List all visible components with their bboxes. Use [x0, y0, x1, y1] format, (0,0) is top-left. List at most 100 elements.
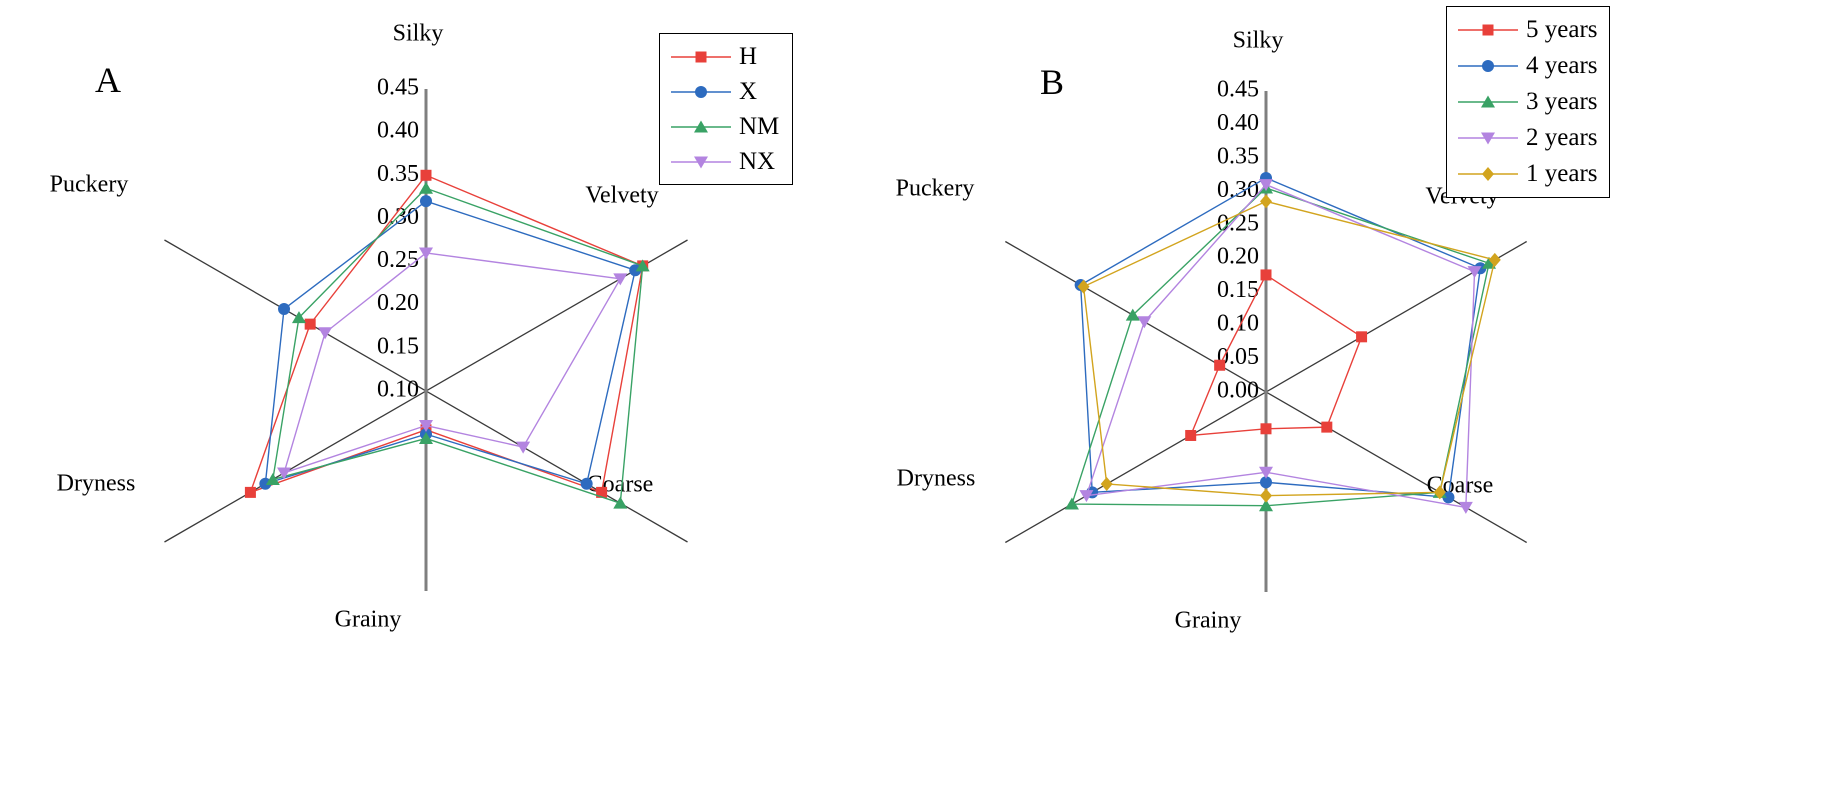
legend-panel-b: 5 years 4 years 3 years 2 years 1 years	[1446, 6, 1610, 198]
series-2-years-marker-dryness	[1079, 490, 1094, 503]
tick-label: 0.40	[377, 118, 419, 144]
series-5-years-marker-puckery	[1214, 359, 1226, 371]
legend-swatch	[671, 85, 731, 98]
tick-label: 0.20	[377, 290, 419, 316]
tick-label: 0.10	[377, 377, 419, 403]
series-3-years-marker-dryness	[1064, 497, 1079, 510]
legend-marker-square	[695, 51, 707, 62]
series-2-years-marker-grainy	[1259, 466, 1273, 479]
axis-label-grainy: Grainy	[1175, 608, 1242, 634]
legend-swatch	[1458, 132, 1518, 145]
legend-item-1-years: 1 years	[1457, 156, 1599, 192]
series-5-years-marker-grainy	[1260, 423, 1272, 435]
series-5-years-marker-silky	[1260, 269, 1272, 281]
series-nm-marker-velvety	[635, 259, 650, 272]
legend-item-5-years: 5 years	[1457, 12, 1599, 48]
legend-item-label: NX	[739, 147, 776, 175]
series-2-years-line	[1085, 183, 1476, 509]
axis-label-velvety: Velvety	[585, 183, 658, 209]
tick-label: 0.35	[1217, 143, 1259, 169]
series-h-marker-silky	[420, 169, 432, 181]
series-nm-marker-silky	[419, 181, 433, 194]
series-nm-marker-grainy	[419, 431, 433, 444]
series-nm-marker-puckery	[291, 311, 306, 324]
series-1-years-marker-silky	[1260, 194, 1272, 209]
series-4-years-marker-grainy	[1260, 476, 1272, 489]
legend-item-label: 4 years	[1526, 52, 1598, 79]
series-2-years-marker-silky	[1259, 179, 1273, 192]
legend-item-h: H	[670, 39, 782, 74]
legend-item-4-years: 4 years	[1457, 48, 1599, 84]
legend-swatch	[1458, 60, 1518, 72]
series-1-years-marker-coarse	[1433, 485, 1446, 500]
series-h-marker-puckery	[304, 318, 316, 330]
series-3-years-marker-grainy	[1259, 499, 1273, 512]
legend-swatch	[1458, 24, 1518, 36]
series-5-years-marker-coarse	[1321, 421, 1333, 433]
legend-marker-circle	[1482, 60, 1494, 72]
series-2-years-marker-puckery	[1137, 316, 1152, 329]
series-1-years-marker-grainy	[1260, 488, 1272, 503]
legend-swatch	[671, 51, 731, 62]
series-1-years-marker-puckery	[1077, 279, 1090, 294]
axis-label-dryness: Dryness	[57, 471, 136, 497]
legend-marker-triangle-down	[694, 156, 708, 168]
legend-marker-triangle-up	[1481, 95, 1495, 108]
legend-marker-circle	[695, 85, 707, 98]
series-nx-marker-dryness	[277, 467, 292, 480]
axis-label-silky: Silky	[1233, 28, 1284, 54]
series-3-years-marker-puckery	[1125, 308, 1140, 321]
legend-item-nm: NM	[670, 109, 782, 144]
series-5-years-marker-velvety	[1356, 331, 1368, 343]
legend-marker-triangle-down	[1481, 132, 1495, 145]
series-h-marker-coarse	[596, 486, 608, 498]
legend-panel-a: H X NM NX	[659, 33, 793, 185]
axis-label-dryness: Dryness	[897, 466, 976, 492]
series-nx-marker-grainy	[419, 420, 433, 433]
legend-item-x: X	[670, 74, 782, 109]
series-nx-marker-coarse	[516, 441, 531, 454]
tick-label: 0.15	[377, 333, 419, 359]
axis-label-silky: Silky	[393, 21, 444, 47]
panel-label-b: B	[1040, 62, 1065, 102]
legend-marker-triangle-up	[694, 120, 708, 132]
tick-label: 0.30	[1217, 177, 1259, 203]
legend-swatch	[671, 156, 731, 168]
legend-swatch	[1458, 167, 1518, 181]
series-nm-marker-dryness	[265, 472, 280, 485]
series-3-years-line	[1071, 187, 1490, 507]
legend-item-nx: NX	[670, 144, 782, 179]
series-x-marker-silky	[420, 195, 432, 208]
series-2-years-marker-velvety	[1467, 266, 1482, 279]
legend-item-2-years: 2 years	[1457, 120, 1599, 156]
series-x-marker-puckery	[278, 303, 291, 316]
series-x-marker-coarse	[580, 477, 593, 490]
axis-label-puckery: Puckery	[896, 176, 975, 202]
series-nm-line	[272, 187, 644, 504]
series-4-years-line	[1079, 177, 1482, 499]
series-nx-line	[283, 252, 621, 474]
series-h-marker-dryness	[244, 486, 256, 498]
tick-label: 0.25	[377, 247, 419, 273]
legend-item-label: NM	[739, 112, 780, 140]
legend-item-3-years: 3 years	[1457, 84, 1599, 120]
series-2-years-marker-coarse	[1458, 501, 1473, 514]
legend-marker-square	[1482, 24, 1494, 36]
series-nx-marker-puckery	[318, 327, 333, 340]
tick-label: 0.00	[1217, 378, 1259, 404]
tick-label: 0.45	[1217, 77, 1259, 103]
series-1-years-line	[1082, 200, 1496, 497]
panel-label-a: A	[95, 60, 121, 100]
legend-item-label: 5 years	[1526, 16, 1598, 43]
tick-label: 0.15	[1217, 277, 1259, 303]
series-nx-marker-velvety	[613, 273, 628, 286]
series-5-years-marker-dryness	[1185, 429, 1197, 441]
series-4-years-marker-coarse	[1442, 491, 1455, 504]
series-nx-marker-silky	[419, 247, 433, 260]
tick-label: 0.35	[377, 161, 419, 187]
legend-item-label: X	[739, 77, 758, 105]
tick-label: 0.10	[1217, 311, 1259, 337]
legend-item-label: 2 years	[1526, 124, 1598, 151]
series-3-years-marker-velvety	[1482, 256, 1497, 269]
